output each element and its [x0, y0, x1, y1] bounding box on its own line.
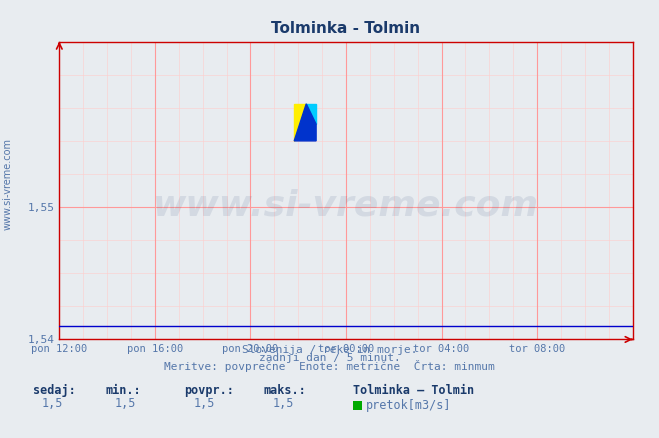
Polygon shape: [294, 104, 316, 141]
Title: Tolminka - Tolmin: Tolminka - Tolmin: [272, 21, 420, 36]
Text: 1,5: 1,5: [273, 397, 294, 410]
Text: Slovenija / reke in morje.: Slovenija / reke in morje.: [242, 345, 417, 355]
Polygon shape: [294, 104, 306, 141]
Text: min.:: min.:: [105, 384, 141, 397]
Text: zadnji dan / 5 minut.: zadnji dan / 5 minut.: [258, 353, 401, 364]
Text: pretok[m3/s]: pretok[m3/s]: [366, 399, 451, 412]
Text: www.si-vreme.com: www.si-vreme.com: [153, 188, 539, 223]
Text: 1,5: 1,5: [115, 397, 136, 410]
Text: Meritve: povprečne  Enote: metrične  Črta: minmum: Meritve: povprečne Enote: metrične Črta:…: [164, 360, 495, 372]
Polygon shape: [306, 104, 316, 124]
Text: 1,5: 1,5: [42, 397, 63, 410]
Text: Tolminka – Tolmin: Tolminka – Tolmin: [353, 384, 474, 397]
Text: www.si-vreme.com: www.si-vreme.com: [3, 138, 13, 230]
Text: povpr.:: povpr.:: [185, 384, 235, 397]
Text: maks.:: maks.:: [264, 384, 306, 397]
Text: sedaj:: sedaj:: [33, 384, 76, 397]
Text: 1,5: 1,5: [194, 397, 215, 410]
